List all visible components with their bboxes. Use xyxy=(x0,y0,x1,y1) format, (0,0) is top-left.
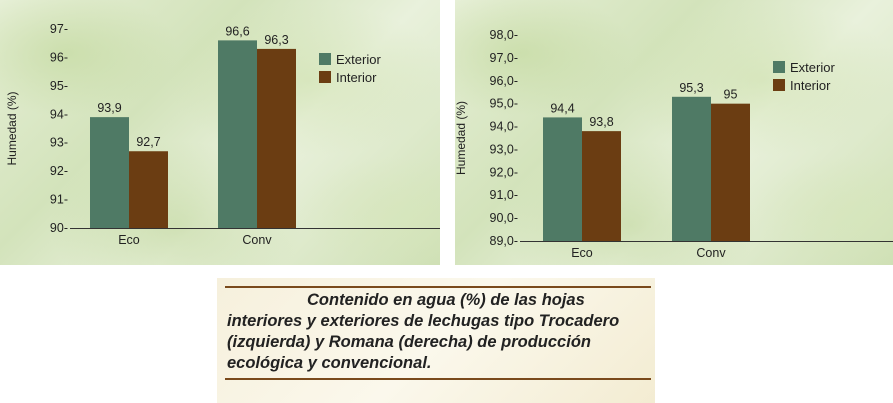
bar-exterior-eco xyxy=(543,117,582,241)
x-tick-label: Conv xyxy=(696,246,726,260)
y-tick-label: 94- xyxy=(50,107,68,121)
caption-text: Contenido en agua (%) de las hojas inter… xyxy=(227,291,620,372)
bar-interior-conv xyxy=(711,103,750,242)
legend-label: Interior xyxy=(790,78,831,93)
legend-swatch xyxy=(773,61,785,73)
legend-swatch xyxy=(773,79,785,91)
data-label: 95 xyxy=(724,88,738,102)
caption-box: Contenido en agua (%) de las hojas inter… xyxy=(217,278,655,403)
data-label: 96,6 xyxy=(225,24,249,38)
caption-bottom-rule xyxy=(225,378,651,380)
data-label: 93,8 xyxy=(589,115,613,129)
bar-interior-eco xyxy=(582,131,621,241)
y-axis-label: Humedad (%) xyxy=(455,101,468,175)
y-tick-label: 92- xyxy=(50,164,68,178)
legend-label: Interior xyxy=(336,70,377,85)
y-tick-label: 96,0- xyxy=(490,74,519,88)
chart-romana: 89,0- 90,0- 91,0- 92,0- 93,0- 94,0- 95,0- 96,0-… xyxy=(455,28,893,260)
chart-trocadero: 90- 91- 92- 93- 94- 95- 96- 97- Humedad (%) 93,9 9… xyxy=(5,22,440,247)
legend-swatch xyxy=(319,53,331,65)
y-tick-label: 96- xyxy=(50,50,68,64)
y-tick-label: 91- xyxy=(50,193,68,207)
data-label: 94,4 xyxy=(550,101,574,115)
y-tick-label: 89,0- xyxy=(490,234,519,248)
y-tick-label: 91,0- xyxy=(490,188,519,202)
y-tick-label: 95,0- xyxy=(490,97,519,111)
legend-label: Exterior xyxy=(336,52,381,67)
bar-interior-eco xyxy=(129,151,168,228)
y-tick-label: 95- xyxy=(50,79,68,93)
data-label: 93,9 xyxy=(97,101,121,115)
data-label: 95,3 xyxy=(679,81,703,95)
bar-interior-conv xyxy=(257,48,296,229)
y-tick-label: 97,0- xyxy=(490,51,519,65)
x-tick-label: Eco xyxy=(118,233,140,247)
y-tick-label: 93,0- xyxy=(490,142,519,156)
legend-swatch xyxy=(319,71,331,83)
x-tick-label: Conv xyxy=(242,233,272,247)
x-tick-label: Eco xyxy=(571,246,593,260)
bar-exterior-conv xyxy=(218,40,257,228)
y-tick-label: 93- xyxy=(50,136,68,150)
data-label: 92,7 xyxy=(136,135,160,149)
bar-exterior-conv xyxy=(672,96,711,241)
y-tick-label: 90,0- xyxy=(490,211,519,225)
caption-top-rule xyxy=(225,286,651,288)
data-label: 96,3 xyxy=(264,33,288,47)
chart-panel-trocadero: 90- 91- 92- 93- 94- 95- 96- 97- Humedad (%) 93,9 9… xyxy=(0,0,440,265)
y-tick-label: 92,0- xyxy=(490,165,519,179)
y-tick-label: 98,0- xyxy=(490,28,519,42)
y-tick-label: 90- xyxy=(50,221,68,235)
y-axis-label: Humedad (%) xyxy=(5,91,19,165)
chart-panel-romana: 89,0- 90,0- 91,0- 92,0- 93,0- 94,0- 95,0- 96,0-… xyxy=(455,0,893,265)
y-tick-label: 94,0- xyxy=(490,120,519,134)
y-tick-label: 97- xyxy=(50,22,68,36)
legend-label: Exterior xyxy=(790,60,835,75)
bar-exterior-eco xyxy=(90,117,129,228)
